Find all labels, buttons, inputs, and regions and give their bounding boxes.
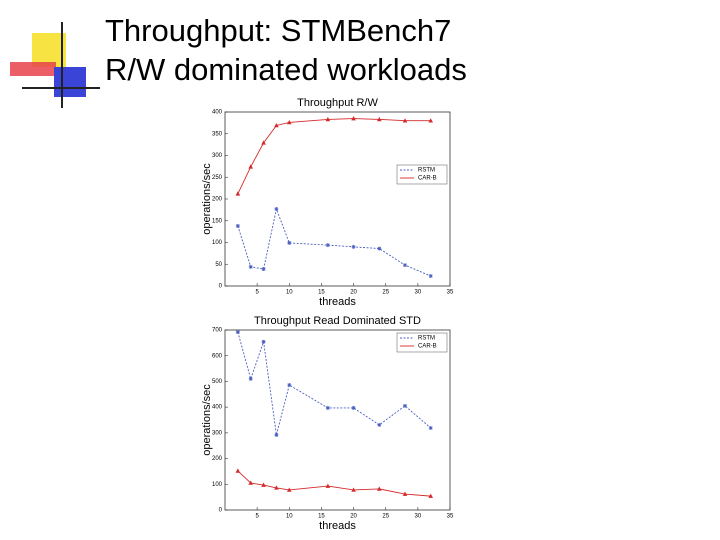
y-tick-label: 100 xyxy=(212,482,223,488)
legend-label: CAR-B xyxy=(418,344,437,350)
marker xyxy=(428,425,433,430)
marker xyxy=(274,432,279,437)
y-tick-label: 250 xyxy=(212,175,223,181)
deco-bar xyxy=(10,62,56,76)
marker xyxy=(261,482,266,487)
marker xyxy=(235,223,240,228)
x-tick-label: 20 xyxy=(350,514,357,520)
x-tick-label: 5 xyxy=(255,290,259,296)
y-tick-label: 600 xyxy=(212,353,223,359)
legend-box xyxy=(396,164,448,185)
marker xyxy=(325,483,331,488)
y-tick-label: 50 xyxy=(215,262,222,268)
x-axis-label: threads xyxy=(319,520,356,532)
y-tick-label: 100 xyxy=(212,240,223,246)
marker xyxy=(351,244,356,249)
x-tick-label: 35 xyxy=(447,514,454,520)
x-tick-label: 5 xyxy=(255,514,259,520)
marker xyxy=(248,164,254,169)
marker xyxy=(351,405,356,410)
x-tick-label: 10 xyxy=(286,290,293,296)
marker xyxy=(402,491,408,496)
x-tick-label: 15 xyxy=(318,514,325,520)
legend-label: RSTM xyxy=(418,336,435,342)
y-tick-label: 350 xyxy=(212,131,223,137)
legend-label: RSTM xyxy=(418,168,435,174)
marker xyxy=(261,339,266,344)
x-tick-label: 30 xyxy=(415,514,422,520)
y-tick-label: 400 xyxy=(212,110,223,116)
marker xyxy=(274,207,279,212)
marker xyxy=(248,376,253,381)
y-tick-label: 200 xyxy=(212,456,223,462)
marker xyxy=(428,118,434,123)
marker xyxy=(428,273,433,278)
marker xyxy=(402,118,408,123)
y-tick-label: 300 xyxy=(212,430,223,436)
marker xyxy=(248,480,254,485)
y-axis-label: operations/sec xyxy=(201,384,213,456)
y-tick-label: 0 xyxy=(219,508,223,514)
marker xyxy=(261,267,266,272)
marker xyxy=(325,405,330,410)
marker xyxy=(376,116,382,122)
marker xyxy=(403,403,407,408)
marker xyxy=(351,487,356,492)
x-tick-label: 20 xyxy=(350,290,357,296)
marker xyxy=(235,330,240,335)
deco-square xyxy=(54,67,86,97)
x-tick-label: 25 xyxy=(382,290,389,296)
x-axis-label: threads xyxy=(319,296,356,308)
y-tick-label: 0 xyxy=(219,284,223,290)
y-tick-label: 400 xyxy=(212,405,223,411)
y-tick-label: 200 xyxy=(212,197,223,203)
x-tick-label: 10 xyxy=(286,514,293,520)
legend-label: CAR-B xyxy=(418,176,437,182)
y-tick-label: 500 xyxy=(212,379,223,385)
marker xyxy=(235,468,241,473)
marker xyxy=(248,264,253,269)
marker xyxy=(403,263,407,268)
x-tick-label: 15 xyxy=(318,290,325,296)
marker xyxy=(376,486,382,491)
plot-frame xyxy=(224,111,451,287)
chart-title: Throughput R/W xyxy=(297,97,378,109)
marker xyxy=(286,487,292,492)
marker xyxy=(325,243,330,248)
x-tick-label: 30 xyxy=(415,290,422,296)
deco-square xyxy=(32,33,66,67)
marker xyxy=(287,240,292,245)
series-line xyxy=(237,207,431,277)
marker xyxy=(287,383,292,388)
slide-title: R/W dominated workloads xyxy=(105,52,467,87)
legend-box xyxy=(396,332,448,353)
y-axis-label: operations/sec xyxy=(201,163,213,235)
y-tick-label: 300 xyxy=(212,153,223,159)
x-tick-label: 25 xyxy=(382,514,389,520)
series-line xyxy=(237,118,431,194)
y-tick-label: 150 xyxy=(212,218,223,224)
series-line xyxy=(237,470,431,497)
x-tick-label: 35 xyxy=(447,290,454,296)
marker xyxy=(377,422,382,427)
marker xyxy=(377,246,382,251)
marker xyxy=(325,116,331,122)
marker xyxy=(351,116,356,121)
slide-title: Throughput: STMBench7 xyxy=(105,13,451,48)
marker xyxy=(274,122,279,128)
marker xyxy=(274,485,279,490)
marker xyxy=(235,191,241,196)
marker xyxy=(428,493,434,498)
chart-title: Throughput Read Dominated STD xyxy=(254,315,421,327)
marker xyxy=(286,119,292,125)
series-line xyxy=(237,331,432,436)
marker xyxy=(261,140,266,145)
plot-frame xyxy=(224,329,451,511)
y-tick-label: 700 xyxy=(212,328,223,334)
